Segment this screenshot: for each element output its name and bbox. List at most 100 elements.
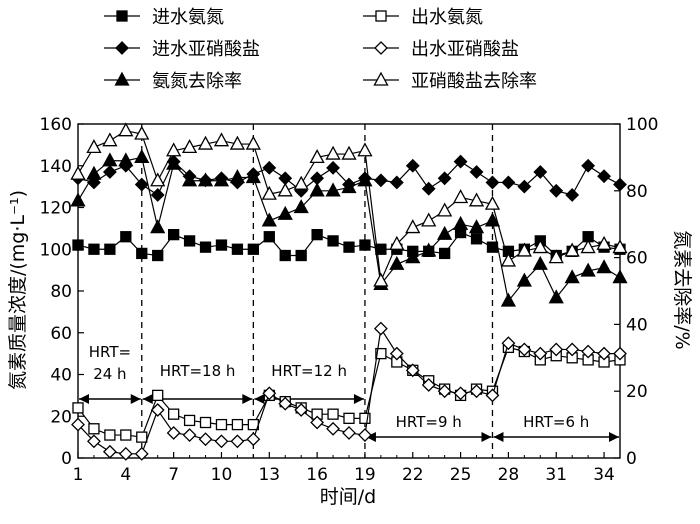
data-point	[245, 169, 261, 184]
data-point	[87, 434, 101, 449]
data-point	[501, 336, 516, 351]
data-point	[325, 145, 341, 160]
data-point	[213, 132, 230, 147]
data-point	[277, 205, 293, 220]
data-point	[181, 139, 198, 154]
data-point	[71, 417, 85, 432]
data-point	[612, 239, 628, 254]
data-point	[548, 289, 564, 304]
data-point	[421, 181, 436, 196]
data-point	[359, 239, 371, 251]
data-point	[183, 235, 196, 247]
data-point	[549, 342, 564, 357]
right-y-tick-label: 60	[626, 249, 648, 269]
data-point	[485, 388, 500, 403]
left-y-tick-label: 40	[50, 366, 72, 386]
legend-label: 氨氮去除率	[152, 71, 242, 92]
plot-area: 1 4 7 10 13 16 19 22 25 28 31 34 0 20 40 60 80 100 120 140 1…	[40, 115, 659, 485]
phase-arrow-head-right	[130, 394, 141, 404]
data-point	[120, 231, 132, 243]
x-axis-title: 时间/d	[320, 486, 376, 508]
left-axis-title: 氮素质量浓度/(mg·L⁻¹)	[7, 190, 29, 390]
legend-marker	[116, 10, 128, 22]
legend-label: 进水氨氮	[152, 7, 224, 28]
data-point	[375, 347, 387, 360]
data-point	[326, 421, 340, 436]
data-point	[389, 235, 405, 250]
legend-item: 出水亚硝酸盐	[363, 39, 519, 60]
phase-arrow-head-right	[242, 394, 253, 404]
left-y-tick-label: 140	[40, 157, 72, 177]
data-point	[612, 269, 628, 284]
phase-annotation: HRT=6 h	[493, 413, 619, 442]
data-point	[325, 182, 341, 197]
legend-item: 进水氨氮	[104, 7, 224, 28]
data-point	[613, 177, 627, 192]
x-tick-label: 19	[354, 465, 376, 485]
data-point	[613, 346, 627, 361]
data-point	[596, 235, 612, 250]
data-point	[86, 165, 102, 180]
data-point	[564, 269, 580, 284]
x-tick-label: 28	[498, 465, 520, 485]
phase-arrow-head-left	[254, 394, 265, 404]
data-point	[453, 386, 468, 401]
data-point	[118, 152, 134, 167]
data-point	[516, 242, 532, 257]
x-tick-label: 16	[306, 465, 328, 485]
data-point	[389, 346, 404, 361]
data-point	[231, 418, 244, 431]
data-point	[262, 386, 277, 401]
left-y-tick-label: 80	[50, 282, 72, 302]
data-point	[120, 429, 132, 441]
data-point	[405, 249, 421, 264]
phase-label: HRT=9 h	[396, 413, 462, 431]
data-point	[229, 169, 246, 184]
data-point	[88, 423, 100, 435]
data-point	[262, 160, 277, 175]
data-point	[167, 228, 180, 241]
data-point	[118, 446, 133, 461]
legend-marker	[373, 71, 389, 86]
data-point	[102, 152, 118, 167]
data-point	[389, 175, 404, 190]
data-point	[357, 142, 373, 157]
data-point	[373, 173, 388, 188]
data-point	[261, 185, 277, 200]
data-point	[469, 384, 484, 399]
data-point	[343, 412, 355, 424]
data-point	[500, 252, 517, 267]
data-point	[295, 249, 307, 262]
data-point	[294, 403, 309, 417]
data-point	[405, 363, 420, 378]
legend-item: 进水亚硝酸盐	[104, 39, 260, 60]
legend-item: 氨氮去除率	[104, 71, 242, 92]
data-point	[150, 403, 165, 417]
x-tick-label: 34	[593, 465, 615, 485]
legend-label: 出水氨氮	[411, 7, 483, 28]
data-point	[532, 255, 548, 270]
data-point	[389, 255, 405, 270]
data-point	[486, 241, 499, 253]
phase-arrow-head-left	[142, 394, 153, 404]
right-y-tick-label: 20	[626, 382, 648, 402]
data-point	[293, 199, 309, 214]
data-point	[215, 239, 228, 251]
data-point	[70, 192, 86, 207]
data-point	[597, 169, 611, 184]
data-point	[199, 241, 212, 253]
data-point	[150, 219, 166, 234]
data-point	[245, 135, 261, 150]
data-point	[293, 175, 309, 190]
data-point	[214, 434, 229, 449]
data-point	[343, 241, 355, 253]
phase-annotation: HRT=9 h	[365, 413, 492, 442]
right-y-tick-label: 0	[626, 449, 637, 469]
data-point	[230, 434, 245, 449]
data-point	[341, 179, 357, 194]
data-point	[341, 145, 357, 160]
data-point	[152, 249, 164, 262]
data-point	[421, 212, 437, 227]
data-point	[516, 272, 532, 287]
data-point	[263, 231, 275, 243]
